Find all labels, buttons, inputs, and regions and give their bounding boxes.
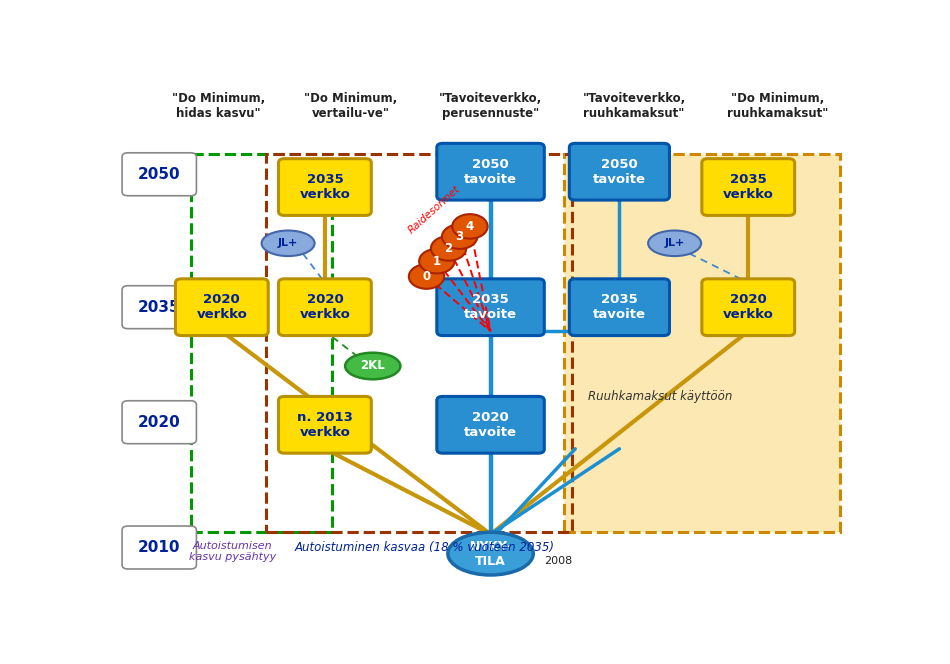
Circle shape	[408, 264, 445, 289]
FancyBboxPatch shape	[278, 279, 371, 335]
Text: "Do Minimum,
hidas kasvu": "Do Minimum, hidas kasvu"	[172, 92, 265, 120]
Text: 2KL: 2KL	[360, 359, 385, 373]
Circle shape	[431, 236, 466, 261]
Text: 2035
tavoite: 2035 tavoite	[593, 293, 646, 321]
Text: 2035
verkko: 2035 verkko	[299, 173, 351, 201]
Text: 2010: 2010	[138, 540, 180, 555]
Text: 2035
tavoite: 2035 tavoite	[464, 293, 517, 321]
Text: Raidesormet: Raidesormet	[406, 184, 462, 236]
Ellipse shape	[447, 533, 533, 575]
Text: Autoistuminen kasvaa (18 % vuoteen 2035): Autoistuminen kasvaa (18 % vuoteen 2035)	[294, 541, 554, 554]
Circle shape	[442, 224, 477, 249]
Text: "Do Minimum,
ruuhkamaksut": "Do Minimum, ruuhkamaksut"	[727, 92, 828, 120]
Text: Autoistumisen
kasvu pysähtyy: Autoistumisen kasvu pysähtyy	[189, 541, 276, 562]
FancyBboxPatch shape	[702, 159, 794, 215]
Text: "Tavoiteverkko,
perusennuste": "Tavoiteverkko, perusennuste"	[439, 92, 542, 120]
Text: 1: 1	[433, 255, 441, 268]
Text: 2020
verkko: 2020 verkko	[723, 293, 773, 321]
Text: 2: 2	[445, 242, 452, 255]
Text: 2008: 2008	[544, 556, 573, 566]
FancyBboxPatch shape	[564, 154, 840, 532]
FancyBboxPatch shape	[122, 401, 197, 444]
Text: 0: 0	[423, 270, 430, 283]
Text: 2020
verkko: 2020 verkko	[299, 293, 351, 321]
FancyBboxPatch shape	[702, 279, 794, 335]
Text: 2020
verkko: 2020 verkko	[197, 293, 247, 321]
Text: 2035
verkko: 2035 verkko	[723, 173, 773, 201]
Text: 4: 4	[466, 220, 474, 233]
Text: 2050: 2050	[138, 167, 180, 182]
Text: "Do Minimum,
vertailu-ve": "Do Minimum, vertailu-ve"	[304, 92, 397, 120]
FancyBboxPatch shape	[437, 279, 544, 335]
Text: "Tavoiteverkko,
ruuhkamaksut": "Tavoiteverkko, ruuhkamaksut"	[582, 92, 686, 120]
Text: JL+: JL+	[278, 238, 298, 248]
FancyBboxPatch shape	[569, 279, 670, 335]
FancyBboxPatch shape	[122, 153, 197, 196]
FancyBboxPatch shape	[176, 279, 268, 335]
FancyBboxPatch shape	[437, 143, 544, 200]
Ellipse shape	[345, 353, 400, 379]
Text: n. 2013
verkko: n. 2013 verkko	[297, 411, 352, 439]
Circle shape	[452, 214, 487, 238]
Text: NYKY-
TILA: NYKY- TILA	[470, 540, 511, 568]
Text: 2050
tavoite: 2050 tavoite	[464, 158, 517, 186]
Text: 2020
tavoite: 2020 tavoite	[464, 411, 517, 439]
Text: 2050
tavoite: 2050 tavoite	[593, 158, 646, 186]
Text: 2035: 2035	[138, 299, 180, 315]
Ellipse shape	[648, 230, 701, 256]
FancyBboxPatch shape	[278, 159, 371, 215]
Text: Ruuhkamaksut käyttöön: Ruuhkamaksut käyttöön	[588, 390, 732, 403]
FancyBboxPatch shape	[122, 286, 197, 329]
Text: JL+: JL+	[664, 238, 685, 248]
Text: 2020: 2020	[138, 415, 180, 430]
FancyBboxPatch shape	[122, 526, 197, 569]
Text: 3: 3	[456, 230, 464, 243]
FancyBboxPatch shape	[278, 396, 371, 453]
Circle shape	[419, 249, 454, 274]
Ellipse shape	[261, 230, 314, 256]
FancyBboxPatch shape	[437, 396, 544, 453]
FancyBboxPatch shape	[569, 143, 670, 200]
